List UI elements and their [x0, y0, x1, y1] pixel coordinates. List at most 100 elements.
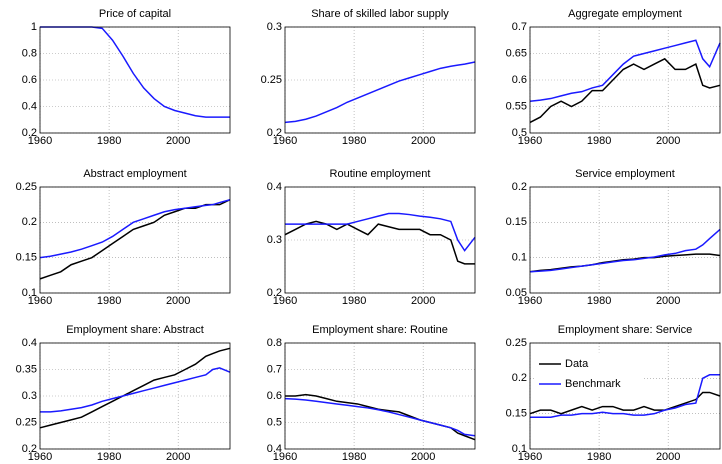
- series-line: [529, 39, 721, 102]
- plot-frame: [39, 342, 231, 450]
- series-line: [529, 57, 721, 124]
- x-tick-label: 1980: [342, 451, 366, 463]
- y-tick-label: 0.8: [267, 337, 282, 349]
- plot-frame: [284, 26, 476, 134]
- y-tick-label: 0.25: [16, 181, 37, 193]
- y-tick-label: 0.25: [506, 337, 527, 349]
- x-tick-label: 1980: [342, 135, 366, 147]
- y-tick-label: 0.15: [506, 408, 527, 420]
- x-tick-label: 1980: [587, 295, 611, 307]
- y-tick-label: 0.4: [267, 443, 282, 455]
- x-tick-label: 1980: [342, 295, 366, 307]
- x-tick-label: 2000: [656, 295, 680, 307]
- y-tick-label: 0.2: [22, 216, 37, 228]
- y-tick-label: 0.25: [261, 74, 282, 86]
- y-tick-label: 0.2: [22, 443, 37, 455]
- panel-title: Aggregate employment: [568, 8, 682, 20]
- x-tick-label: 1960: [518, 451, 542, 463]
- x-tick-label: 1960: [28, 135, 52, 147]
- plot-frame: [284, 342, 476, 450]
- y-tick-label: 0.8: [22, 47, 37, 59]
- y-tick-label: 0.1: [512, 252, 527, 264]
- x-tick-label: 2000: [411, 451, 435, 463]
- x-tick-label: 1960: [28, 451, 52, 463]
- x-tick-label: 1980: [587, 135, 611, 147]
- series-line: [39, 199, 231, 280]
- x-tick-label: 1980: [97, 451, 121, 463]
- y-tick-label: 0.2: [512, 181, 527, 193]
- plot-frame: [529, 342, 721, 450]
- y-tick-label: 0.55: [506, 100, 527, 112]
- series-line: [285, 212, 476, 252]
- x-tick-label: 1980: [97, 135, 121, 147]
- series-line: [40, 367, 231, 413]
- x-tick-label: 1980: [587, 451, 611, 463]
- series-line: [39, 198, 231, 259]
- plot-frame: [284, 186, 476, 294]
- y-tick-label: 0.5: [512, 127, 527, 139]
- y-tick-label: 0.3: [22, 390, 37, 402]
- x-tick-label: 2000: [166, 451, 190, 463]
- plot-frame: [529, 186, 721, 294]
- y-tick-label: 0.2: [267, 127, 282, 139]
- panel-title: Price of capital: [99, 8, 171, 20]
- x-tick-label: 2000: [166, 135, 190, 147]
- y-tick-label: 0.2: [267, 287, 282, 299]
- panel-title: Abstract employment: [83, 168, 186, 180]
- panel-title: Employment share: Routine: [312, 324, 448, 336]
- series-line: [529, 228, 721, 273]
- y-tick-label: 0.15: [16, 252, 37, 264]
- plot-frame: [39, 26, 231, 134]
- y-tick-label: 0.1: [512, 443, 527, 455]
- y-tick-label: 0.6: [267, 390, 282, 402]
- y-tick-label: 0.2: [512, 372, 527, 384]
- y-tick-label: 0.65: [506, 47, 527, 59]
- series-line: [530, 374, 720, 418]
- y-tick-label: 0.7: [512, 21, 527, 33]
- x-tick-label: 1980: [97, 295, 121, 307]
- y-tick-label: 0.6: [22, 74, 37, 86]
- x-tick-label: 2000: [411, 135, 435, 147]
- y-tick-label: 0.4: [267, 181, 282, 193]
- x-tick-label: 2000: [166, 295, 190, 307]
- y-tick-label: 0.3: [267, 21, 282, 33]
- x-tick-label: 1960: [518, 295, 542, 307]
- panel-title: Service employment: [575, 168, 675, 180]
- series-line: [284, 220, 475, 265]
- y-tick-label: 0.35: [16, 363, 37, 375]
- x-tick-label: 2000: [656, 135, 680, 147]
- y-tick-label: 1: [31, 21, 37, 33]
- series-line: [39, 347, 231, 429]
- y-tick-label: 0.3: [267, 234, 282, 246]
- x-tick-label: 2000: [656, 451, 680, 463]
- y-tick-label: 0.25: [16, 416, 37, 428]
- x-tick-label: 1960: [273, 451, 297, 463]
- x-tick-label: 1960: [273, 135, 297, 147]
- panel-title: Routine employment: [330, 168, 431, 180]
- y-tick-label: 0.6: [512, 74, 527, 86]
- panel-title: Share of skilled labor supply: [311, 8, 449, 20]
- x-tick-label: 2000: [411, 295, 435, 307]
- y-tick-label: 0.1: [22, 287, 37, 299]
- x-tick-label: 1960: [518, 135, 542, 147]
- y-tick-label: 0.5: [267, 416, 282, 428]
- series-line: [529, 391, 721, 415]
- y-tick-label: 0.15: [506, 216, 527, 228]
- y-tick-label: 0.05: [506, 287, 527, 299]
- legend-label: Benchmark: [565, 378, 621, 390]
- y-tick-label: 0.7: [267, 363, 282, 375]
- x-tick-label: 1960: [28, 295, 52, 307]
- panel-title: Employment share: Abstract: [66, 324, 204, 336]
- series-line: [40, 26, 230, 118]
- x-tick-label: 1960: [273, 295, 297, 307]
- series-line: [284, 397, 476, 437]
- plot-frame: [39, 186, 231, 294]
- y-tick-label: 0.4: [22, 100, 37, 112]
- y-tick-label: 0.2: [22, 127, 37, 139]
- legend-label: Data: [565, 358, 589, 370]
- series-line: [284, 61, 476, 124]
- legend-box: [534, 352, 644, 396]
- plot-frame: [529, 26, 721, 134]
